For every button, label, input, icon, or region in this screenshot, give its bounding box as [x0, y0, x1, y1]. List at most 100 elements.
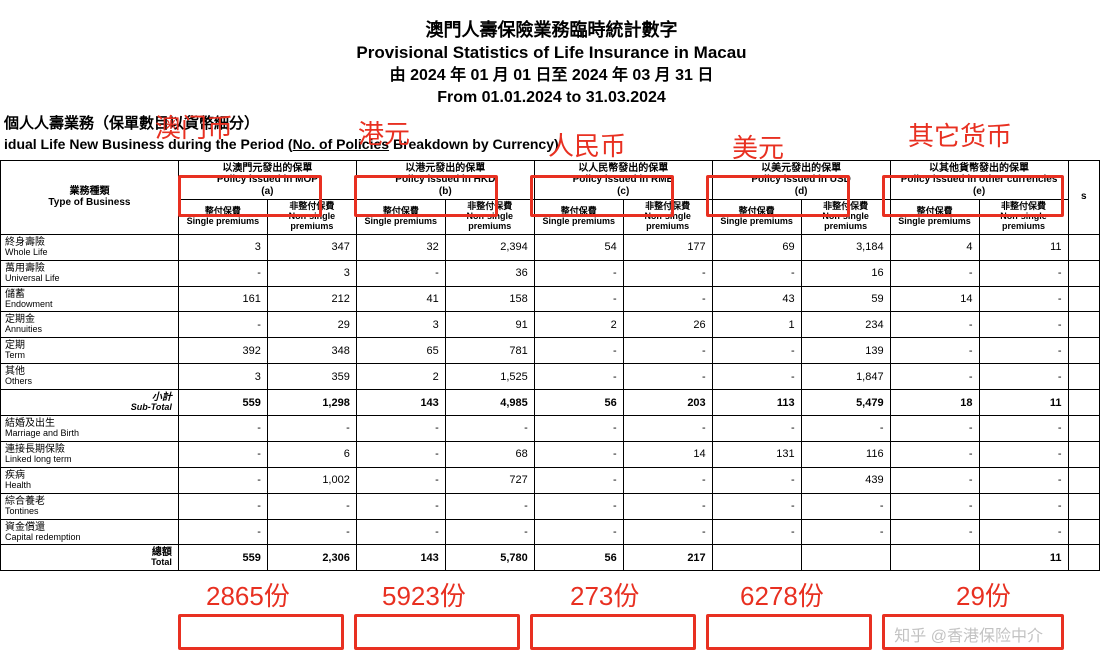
table-row: 疾病Health-1,002-727---439--: [1, 467, 1100, 493]
cell: -: [979, 519, 1068, 545]
cell: 11: [979, 234, 1068, 260]
row-label: 定期金Annuities: [1, 312, 179, 338]
table-row: 定期Term39234865781---139--: [1, 338, 1100, 364]
row-label: 儲蓄Endowment: [1, 286, 179, 312]
cell: -: [178, 415, 267, 441]
cell: 65: [356, 338, 445, 364]
cell: -: [445, 415, 534, 441]
cell: -: [712, 260, 801, 286]
annotation-box: [882, 175, 1064, 217]
cell: 4,985: [445, 390, 534, 416]
cell: 3: [178, 234, 267, 260]
cell: -: [623, 364, 712, 390]
cell: -: [267, 493, 356, 519]
cell: 43: [712, 286, 801, 312]
table-row: 結婚及出生Marriage and Birth----------: [1, 415, 1100, 441]
cell: 56: [534, 390, 623, 416]
cell: -: [979, 493, 1068, 519]
cell: -: [534, 338, 623, 364]
cell: 781: [445, 338, 534, 364]
cell: [1068, 338, 1099, 364]
cell: 1: [712, 312, 801, 338]
cell: 36: [445, 260, 534, 286]
cell: 14: [623, 441, 712, 467]
cell: -: [890, 338, 979, 364]
cell: [1068, 312, 1099, 338]
cell: -: [890, 467, 979, 493]
cell: 2,394: [445, 234, 534, 260]
table-row: 儲蓄Endowment16121241158--435914-: [1, 286, 1100, 312]
row-label: 資金償還Capital redemption: [1, 519, 179, 545]
cell: 11: [979, 545, 1068, 571]
cell: -: [890, 415, 979, 441]
cell: 91: [445, 312, 534, 338]
annotation-total: 29份: [956, 576, 1011, 613]
cell: -: [801, 415, 890, 441]
cell: -: [178, 312, 267, 338]
cell: 54: [534, 234, 623, 260]
table-row: 萬用壽險Universal Life-3-36---16--: [1, 260, 1100, 286]
cell: 29: [267, 312, 356, 338]
cell: 18: [890, 390, 979, 416]
cell: -: [267, 415, 356, 441]
row-label: 綜合養老Tontines: [1, 493, 179, 519]
cell: -: [356, 441, 445, 467]
cell: -: [979, 467, 1068, 493]
cell: -: [712, 415, 801, 441]
cell: -: [712, 338, 801, 364]
cell: -: [534, 260, 623, 286]
table-row: 小計Sub-Total5591,2981434,985562031135,479…: [1, 390, 1100, 416]
annotation-label: 港元: [358, 114, 410, 151]
cell: -: [890, 260, 979, 286]
cell: 3,184: [801, 234, 890, 260]
cell: 1,298: [267, 390, 356, 416]
watermark: 知乎 @香港保险中介: [894, 622, 1043, 646]
cell: -: [623, 415, 712, 441]
row-label: 結婚及出生Marriage and Birth: [1, 415, 179, 441]
cell: [1068, 260, 1099, 286]
table-row: 終身壽險Whole Life3347322,39454177693,184411: [1, 234, 1100, 260]
cell: [1068, 234, 1099, 260]
cell: -: [979, 441, 1068, 467]
cell: 348: [267, 338, 356, 364]
annotation-box: [354, 175, 498, 217]
title-en: Provisional Statistics of Life Insurance…: [0, 42, 1103, 65]
row-label: 定期Term: [1, 338, 179, 364]
period-cn: 由 2024 年 01 月 01 日至 2024 年 03 月 31 日: [0, 65, 1103, 87]
annotation-box: [354, 614, 520, 650]
cell: 161: [178, 286, 267, 312]
cell: -: [356, 519, 445, 545]
cell: 143: [356, 545, 445, 571]
cell: 359: [267, 364, 356, 390]
cell: 5,479: [801, 390, 890, 416]
cell: 6: [267, 441, 356, 467]
cell: 56: [534, 545, 623, 571]
cell: -: [890, 493, 979, 519]
cell: -: [979, 415, 1068, 441]
annotation-label: 澳门币: [155, 108, 233, 145]
cell: -: [979, 260, 1068, 286]
cell: -: [979, 338, 1068, 364]
row-label: 總額Total: [1, 545, 179, 571]
cell: 234: [801, 312, 890, 338]
cell: 727: [445, 467, 534, 493]
cell: [1068, 545, 1099, 571]
cell: 113: [712, 390, 801, 416]
cell: 3: [178, 364, 267, 390]
row-label: 疾病Health: [1, 467, 179, 493]
cell: 139: [801, 338, 890, 364]
row-label: 小計Sub-Total: [1, 390, 179, 416]
cell: -: [534, 493, 623, 519]
cell: -: [178, 467, 267, 493]
cell: -: [623, 286, 712, 312]
row-label: 萬用壽險Universal Life: [1, 260, 179, 286]
cell: -: [445, 493, 534, 519]
cell: 14: [890, 286, 979, 312]
cell: -: [979, 286, 1068, 312]
table-row: 綜合養老Tontines----------: [1, 493, 1100, 519]
cell: 116: [801, 441, 890, 467]
cell: -: [534, 415, 623, 441]
cell: [1068, 415, 1099, 441]
cell: 41: [356, 286, 445, 312]
cell: 68: [445, 441, 534, 467]
